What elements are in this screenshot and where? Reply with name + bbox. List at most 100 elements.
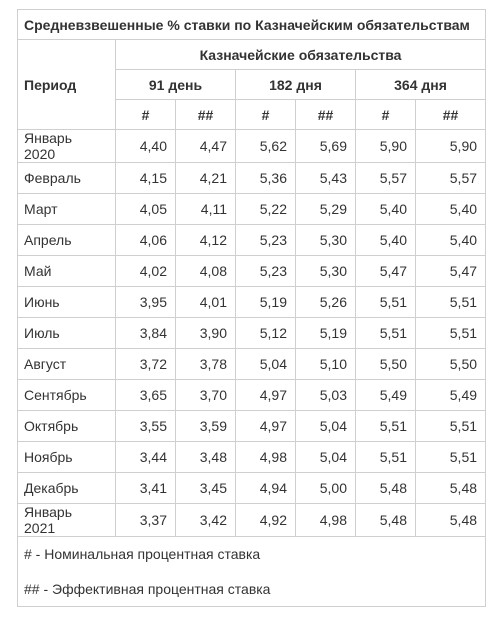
- period-header: Период: [17, 39, 116, 130]
- table-row: Ноябрь 3,44 3,48 4,98 5,04 5,51 5,51: [17, 441, 487, 473]
- rate-cell: 4,01: [175, 286, 236, 318]
- rate-cell: 4,98: [295, 503, 356, 537]
- note-row: # - Номинальная процентная ставка: [16, 536, 487, 572]
- rate-cell: 5,26: [295, 286, 356, 318]
- subheader-effective: ##: [175, 99, 236, 130]
- rate-cell: 5,48: [355, 472, 416, 504]
- rate-cell: 3,37: [115, 503, 176, 537]
- table-row: Октябрь 3,55 3,59 4,97 5,04 5,51 5,51: [17, 410, 487, 442]
- table-row: Июнь 3,95 4,01 5,19 5,26 5,51 5,51: [17, 286, 487, 318]
- rate-cell: 5,30: [295, 255, 356, 287]
- rate-cell: 3,44: [115, 441, 176, 473]
- period-cell: Февраль: [17, 162, 116, 194]
- rate-cell: 5,43: [295, 162, 356, 194]
- period-cell: Октябрь: [17, 410, 116, 442]
- rate-cell: 3,65: [115, 379, 176, 411]
- rate-cell: 4,97: [235, 410, 296, 442]
- rate-cell: 3,59: [175, 410, 236, 442]
- period-cell: Январь 2020: [17, 129, 116, 163]
- rate-cell: 4,06: [115, 224, 176, 256]
- rate-cell: 3,45: [175, 472, 236, 504]
- note-nominal: # - Номинальная процентная ставка: [16, 536, 487, 572]
- group-header-row: Период Казначейские обязательства: [17, 39, 487, 130]
- rate-cell: 3,42: [175, 503, 236, 537]
- period-cell: Март: [17, 193, 116, 225]
- rate-cell: 4,21: [175, 162, 236, 194]
- rate-cell: 5,47: [414, 255, 487, 287]
- rate-cell: 5,48: [414, 472, 487, 504]
- period-cell: Июнь: [17, 286, 116, 318]
- table-row: Май 4,02 4,08 5,23 5,30 5,47 5,47: [17, 255, 487, 287]
- rate-cell: 3,70: [175, 379, 236, 411]
- rate-cell: 4,08: [175, 255, 236, 287]
- rate-cell: 3,84: [115, 317, 176, 349]
- rate-cell: 5,40: [355, 224, 416, 256]
- subheader-nominal: #: [235, 99, 296, 130]
- rate-cell: 5,40: [355, 193, 416, 225]
- subheader-nominal: #: [115, 99, 176, 130]
- rate-cell: 4,40: [115, 129, 176, 163]
- period-cell: Май: [17, 255, 116, 287]
- subheader-nominal: #: [355, 99, 416, 130]
- period-cell: Июль: [17, 317, 116, 349]
- rate-cell: 5,62: [235, 129, 296, 163]
- rate-cell: 5,48: [414, 503, 487, 537]
- rate-cell: 3,78: [175, 348, 236, 380]
- note-effective: ## - Эффективная процентная ставка: [16, 571, 487, 607]
- period-cell: Апрель: [17, 224, 116, 256]
- rate-cell: 4,92: [235, 503, 296, 537]
- rate-cell: 4,15: [115, 162, 176, 194]
- rate-cell: 5,29: [295, 193, 356, 225]
- period-cell: Декабрь: [17, 472, 116, 504]
- rate-cell: 4,05: [115, 193, 176, 225]
- rate-cell: 3,72: [115, 348, 176, 380]
- rate-cell: 5,23: [235, 255, 296, 287]
- rate-cell: 5,69: [295, 129, 356, 163]
- rate-cell: 5,10: [295, 348, 356, 380]
- table-row: Декабрь 3,41 3,45 4,94 5,00 5,48 5,48: [17, 472, 487, 504]
- rate-cell: 5,51: [355, 317, 416, 349]
- rate-cell: 5,57: [414, 162, 487, 194]
- group-header: Казначейские обязательства: [114, 39, 487, 70]
- rate-cell: 5,51: [414, 410, 487, 442]
- note-row: ## - Эффективная процентная ставка: [16, 571, 487, 607]
- rate-cell: 4,98: [235, 441, 296, 473]
- rate-cell: 3,41: [115, 472, 176, 504]
- table-body: Январь 2020 4,40 4,47 5,62 5,69 5,90 5,90 Февра…: [17, 129, 487, 537]
- term-header: 91 день: [115, 69, 236, 100]
- rate-cell: 3,90: [175, 317, 236, 349]
- rate-cell: 5,90: [414, 129, 487, 163]
- rates-table: Средневзвешенные % ставки по Казначейски…: [16, 9, 487, 607]
- rate-cell: 3,48: [175, 441, 236, 473]
- table-row: Март 4,05 4,11 5,22 5,29 5,40 5,40: [17, 193, 487, 225]
- rate-cell: 5,90: [355, 129, 416, 163]
- rate-cell: 5,30: [295, 224, 356, 256]
- rate-cell: 5,00: [295, 472, 356, 504]
- rate-cell: 5,23: [235, 224, 296, 256]
- rate-cell: 5,22: [235, 193, 296, 225]
- rate-cell: 4,02: [115, 255, 176, 287]
- rate-cell: 5,51: [414, 441, 487, 473]
- rate-cell: 5,51: [414, 317, 487, 349]
- rate-cell: 5,57: [355, 162, 416, 194]
- rate-cell: 3,95: [115, 286, 176, 318]
- period-cell: Январь 2021: [17, 503, 116, 537]
- rate-cell: 5,51: [355, 441, 416, 473]
- subheader-effective: ##: [295, 99, 356, 130]
- rate-cell: 5,12: [235, 317, 296, 349]
- table-row: Сентябрь 3,65 3,70 4,97 5,03 5,49 5,49: [17, 379, 487, 411]
- period-cell: Сентябрь: [17, 379, 116, 411]
- term-header-row: 91 день 182 дня 364 дня: [18, 69, 487, 100]
- rate-cell: 5,04: [295, 410, 356, 442]
- rate-cell: 4,12: [175, 224, 236, 256]
- rate-cell: 5,19: [295, 317, 356, 349]
- table-row: Февраль 4,15 4,21 5,36 5,43 5,57 5,57: [17, 162, 487, 194]
- table-row: Январь 2020 4,40 4,47 5,62 5,69 5,90 5,90: [17, 129, 487, 163]
- rate-cell: 5,50: [414, 348, 487, 380]
- rate-cell: 5,04: [295, 441, 356, 473]
- rate-cell: 4,47: [175, 129, 236, 163]
- title-row: Средневзвешенные % ставки по Казначейски…: [16, 9, 487, 40]
- term-header: 364 дня: [354, 69, 487, 100]
- rate-cell: 4,94: [235, 472, 296, 504]
- rate-cell: 5,48: [355, 503, 416, 537]
